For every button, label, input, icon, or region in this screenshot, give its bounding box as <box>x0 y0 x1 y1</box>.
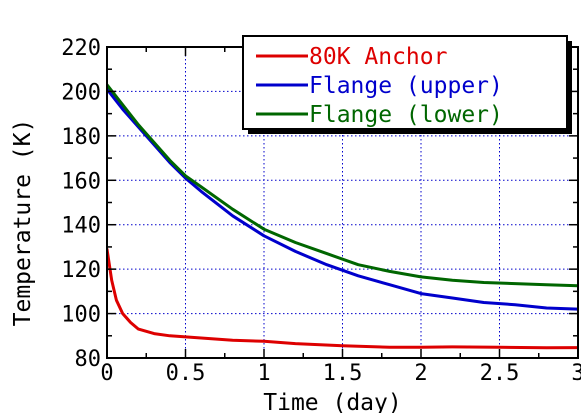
y-tick-label: 220 <box>61 36 101 61</box>
x-tick-label: 2 <box>414 361 427 386</box>
y-tick-label: 160 <box>61 169 101 194</box>
legend-label: 80K Anchor <box>309 44 447 70</box>
x-tick-label: 0 <box>100 361 113 386</box>
series-line-0 <box>107 247 578 350</box>
x-tick-label: 2.5 <box>480 361 520 386</box>
axis-ticks <box>106 46 579 359</box>
y-tick-label: 80 <box>75 347 102 372</box>
x-tick-label: 3 <box>571 361 581 386</box>
y-tick-label: 180 <box>61 125 101 150</box>
x-tick-label: 1 <box>257 361 270 386</box>
tick-labels: 0 0.5 1 1.5 2 2.5 3 80 100 120 140 160 180 200 220 <box>61 36 581 386</box>
series-line-2 <box>107 83 578 288</box>
y-tick-label: 120 <box>61 258 101 283</box>
legend-label: Flange (lower) <box>309 102 503 128</box>
x-axis-label: Time (day) <box>263 390 401 413</box>
y-tick-label: 200 <box>61 80 101 105</box>
y-tick-label: 100 <box>61 303 101 328</box>
legend-label: Flange (upper) <box>309 73 503 99</box>
y-axis-label: Temperature (K) <box>10 119 36 327</box>
x-tick-label: 1.5 <box>323 361 363 386</box>
series-lines <box>107 83 578 350</box>
y-tick-label: 140 <box>61 214 101 239</box>
x-tick-label: 0.5 <box>166 361 206 386</box>
legend: 80K Anchor Flange (upper) Flange (lower) <box>242 35 572 134</box>
